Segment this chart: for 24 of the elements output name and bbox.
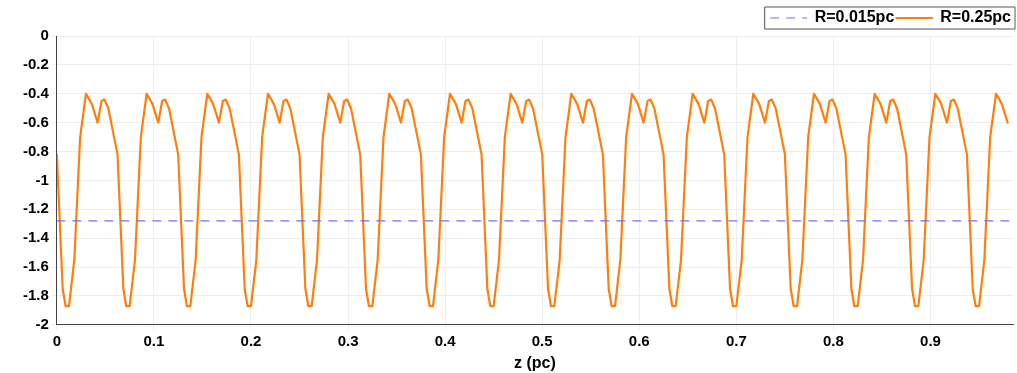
legend-label: R=0.25pc [940,8,1012,26]
y-tick-label: -1.6 [22,257,49,275]
x-tick-label: 0.1 [143,331,165,349]
x-tick-label: 0 [52,331,62,349]
x-tick-label: 0.6 [628,331,650,349]
y-tick-label: -0.8 [22,141,49,159]
x-tick-label: 0.8 [822,331,844,349]
y-tick-label: -0.6 [22,112,49,130]
y-tick-label: -1.8 [22,286,49,304]
y-tick-label: -0.2 [22,55,49,73]
x-axis-title: z (pc) [514,353,556,371]
y-tick-label: -1.2 [22,199,49,217]
y-tick-label: -1.4 [22,228,50,246]
x-tick-label: 0.5 [531,331,553,349]
x-tick-label: 0.2 [240,331,262,349]
y-tick-label: -1 [35,170,49,188]
y-tick-label: 0 [40,26,49,44]
y-tick-label: -0.4 [22,83,50,101]
x-tick-label: 0.7 [725,331,747,349]
x-tick-label: 0.9 [920,331,941,349]
x-tick-label: 0.4 [434,331,457,349]
legend-label: R=0.015pc [814,8,895,26]
y-tick-label: -2 [35,314,49,332]
x-tick-label: 0.3 [337,331,359,349]
